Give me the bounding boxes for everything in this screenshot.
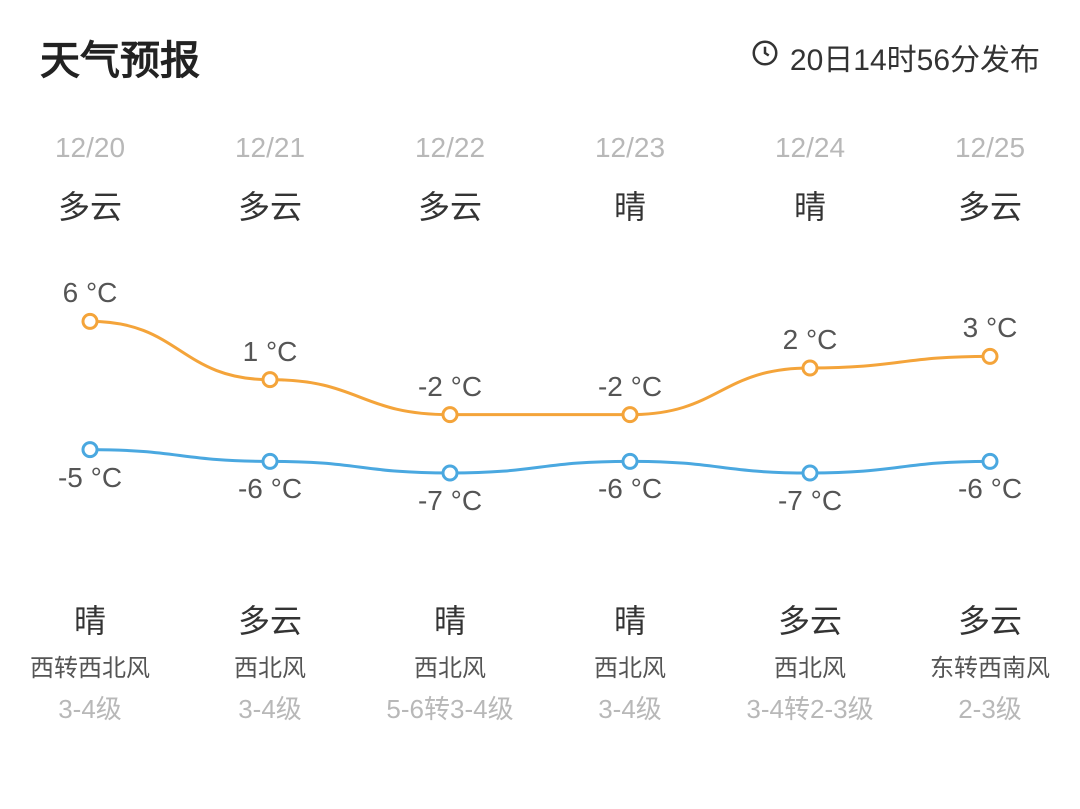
night-condition: 晴 <box>360 596 540 642</box>
high-temp-label: -2 °C <box>418 371 482 403</box>
wind-direction: 西北风 <box>540 648 720 683</box>
night-condition: 多云 <box>180 596 360 642</box>
day-condition: 多云 <box>180 182 360 228</box>
wind-direction: 西北风 <box>360 648 540 683</box>
wind-row: 西转西北风 西北风 西北风 西北风 西北风 东转西南风 <box>0 642 1080 683</box>
wind-level: 3-4级 <box>0 689 180 726</box>
night-condition: 多云 <box>900 596 1080 642</box>
low-temp-label: -6 °C <box>598 473 662 505</box>
high-temp-label: 3 °C <box>963 312 1018 344</box>
page-title: 天气预报 <box>40 28 200 86</box>
day-date: 12/25 <box>900 132 1080 164</box>
temp-point <box>443 408 457 422</box>
low-temp-label: -6 °C <box>958 473 1022 505</box>
header: 天气预报 20日14时56分发布 <box>0 0 1080 104</box>
high-temp-label: -2 °C <box>598 371 662 403</box>
temp-point <box>803 466 817 480</box>
day-condition: 多云 <box>0 182 180 228</box>
publish-time-text: 20日14时56分发布 <box>790 35 1040 79</box>
clock-icon <box>750 38 780 76</box>
high-temp-label: 2 °C <box>783 324 838 356</box>
night-condition: 多云 <box>720 596 900 642</box>
wind-direction: 西转西北风 <box>0 648 180 683</box>
low-temp-label: -7 °C <box>418 485 482 517</box>
temp-point <box>623 408 637 422</box>
low-temp-label: -7 °C <box>778 485 842 517</box>
temp-point <box>263 373 277 387</box>
temp-point <box>623 454 637 468</box>
high-temp-label: 6 °C <box>63 277 118 309</box>
publish-time: 20日14时56分发布 <box>750 35 1040 79</box>
condition-night-row: 晴 多云 晴 晴 多云 多云 <box>0 578 1080 642</box>
temp-line <box>90 321 990 414</box>
wind-level: 2-3级 <box>900 689 1080 726</box>
wind-level: 5-6转3-4级 <box>360 689 540 726</box>
temp-point <box>83 314 97 328</box>
temp-point <box>263 454 277 468</box>
temp-point <box>83 443 97 457</box>
temp-point <box>803 361 817 375</box>
day-date: 12/24 <box>720 132 900 164</box>
wind-direction: 东转西南风 <box>900 648 1080 683</box>
condition-day-row: 多云 多云 多云 晴 晴 多云 <box>0 164 1080 228</box>
day-date: 12/22 <box>360 132 540 164</box>
temp-point <box>443 466 457 480</box>
day-date: 12/20 <box>0 132 180 164</box>
date-row: 12/20 12/21 12/22 12/23 12/24 12/25 <box>0 114 1080 164</box>
forecast-panel: 12/20 12/21 12/22 12/23 12/24 12/25 多云 多… <box>0 104 1080 726</box>
low-temp-label: -6 °C <box>238 473 302 505</box>
temp-point <box>983 349 997 363</box>
day-condition: 多云 <box>900 182 1080 228</box>
low-temp-label: -5 °C <box>58 462 122 494</box>
temp-line <box>90 450 990 473</box>
day-condition: 晴 <box>720 182 900 228</box>
day-date: 12/21 <box>180 132 360 164</box>
wind-level-row: 3-4级 3-4级 5-6转3-4级 3-4级 3-4转2-3级 2-3级 <box>0 683 1080 726</box>
day-condition: 多云 <box>360 182 540 228</box>
night-condition: 晴 <box>540 596 720 642</box>
day-date: 12/23 <box>540 132 720 164</box>
temp-point <box>983 454 997 468</box>
day-condition: 晴 <box>540 182 720 228</box>
wind-level: 3-4级 <box>540 689 720 726</box>
temperature-chart-svg <box>0 248 1080 578</box>
wind-level: 3-4级 <box>180 689 360 726</box>
high-temp-label: 1 °C <box>243 336 298 368</box>
wind-direction: 西北风 <box>180 648 360 683</box>
temperature-chart: 6 °C 1 °C -2 °C -2 °C 2 °C 3 °C -5 °C -6 °C -7 °… <box>0 248 1080 578</box>
wind-level: 3-4转2-3级 <box>720 689 900 726</box>
night-condition: 晴 <box>0 596 180 642</box>
wind-direction: 西北风 <box>720 648 900 683</box>
